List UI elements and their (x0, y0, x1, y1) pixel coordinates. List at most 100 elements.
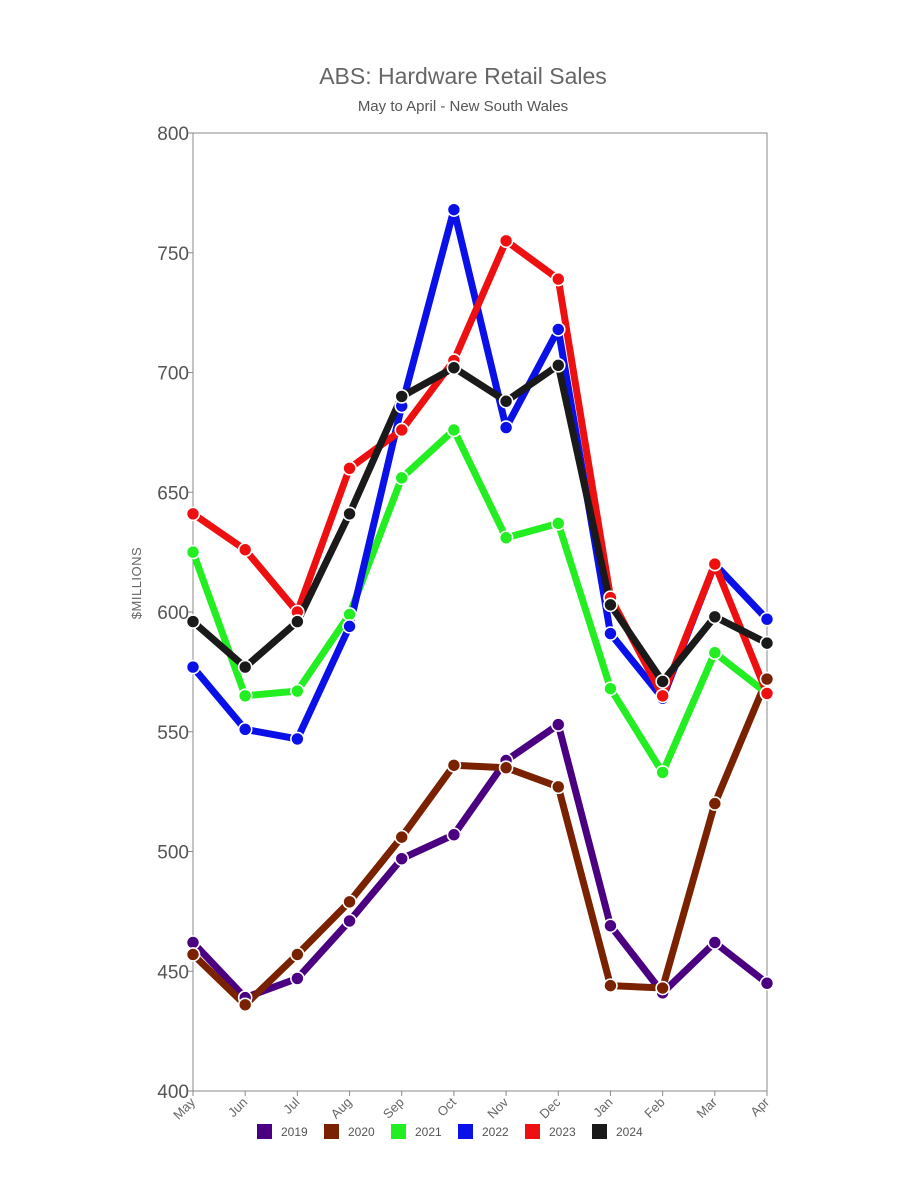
data-point-2024-Oct (446, 360, 462, 376)
y-axis-label: $MILLIONS (129, 547, 144, 619)
data-point-2023-Jun (237, 542, 253, 558)
data-point-2023-Feb (655, 688, 670, 704)
data-point-2022-Aug (342, 619, 357, 634)
legend-swatch-2019 (257, 1124, 272, 1139)
data-point-2023-May (185, 506, 201, 522)
data-point-2021-Sep (394, 470, 410, 486)
data-point-2019-Jan (603, 918, 618, 934)
data-point-2019-Apr (759, 975, 775, 991)
data-point-2021-Jun (237, 688, 253, 704)
chart-title: ABS: Hardware Retail Sales (319, 63, 607, 89)
data-point-2021-Oct (446, 422, 462, 438)
x-tick-label: Sep (380, 1095, 407, 1122)
data-point-2024-Mar (707, 609, 723, 625)
data-point-2019-Jul (290, 971, 305, 986)
data-point-2021-Nov (498, 530, 514, 546)
data-point-2020-Apr (759, 671, 775, 687)
x-tick-label: Mar (694, 1094, 721, 1121)
legend: 2019 2020 2021 2022 2023 2024 (257, 1124, 643, 1139)
legend-label-2021: 2021 (415, 1125, 442, 1139)
data-point-2023-Sep (394, 422, 410, 438)
data-point-2020-Jan (603, 978, 618, 993)
data-point-2023-Aug (342, 460, 357, 476)
y-tick-label: 500 (157, 843, 189, 864)
data-point-2024-Jul (290, 614, 305, 629)
series-line-2023 (189, 237, 771, 700)
data-point-2019-May (185, 935, 201, 950)
legend-swatch-2022 (458, 1124, 473, 1139)
legend-label-2020: 2020 (348, 1125, 375, 1139)
y-tick-label: 700 (157, 364, 189, 385)
legend-label-2024: 2024 (616, 1125, 643, 1139)
y-tick-label: 400 (157, 1082, 189, 1103)
data-point-2021-May (185, 544, 201, 560)
data-point-2023-Nov (498, 233, 514, 249)
x-tick-label: Jun (225, 1095, 250, 1120)
data-point-2022-Jun (237, 722, 253, 737)
x-tick-label: Oct (434, 1094, 459, 1119)
y-tick-label: 800 (157, 124, 189, 145)
data-point-2024-Aug (342, 506, 357, 522)
data-point-2024-Feb (655, 674, 670, 689)
series-line-2020 (189, 675, 771, 1009)
legend-label-2022: 2022 (482, 1125, 509, 1139)
chart-subtitle: May to April - New South Wales (358, 98, 568, 115)
x-tick-label: Dec (536, 1094, 563, 1121)
data-point-2022-Oct (446, 202, 462, 217)
series-line-2024 (189, 361, 771, 685)
series-line-2021 (189, 426, 771, 776)
legend-label-2019: 2019 (281, 1125, 308, 1139)
data-point-2022-May (185, 659, 201, 675)
data-point-2022-Dec (550, 322, 566, 337)
legend-swatch-2024 (592, 1124, 607, 1139)
data-point-2020-May (185, 947, 201, 962)
data-point-2024-Jan (603, 597, 618, 613)
legend-swatch-2023 (525, 1124, 540, 1139)
y-axis-ticks: 400 450 500 550 600 650 700 750 800 (157, 124, 193, 1103)
data-point-2023-Dec (550, 271, 566, 287)
y-tick-label: 600 (157, 603, 189, 624)
data-point-2019-Sep (394, 851, 410, 866)
x-tick-label: Aug (328, 1095, 355, 1122)
data-point-2020-Aug (342, 894, 357, 910)
data-point-2019-Mar (707, 935, 723, 950)
legend-label-2023: 2023 (549, 1125, 576, 1139)
legend-swatch-2021 (391, 1124, 406, 1139)
data-point-2022-Jan (603, 626, 618, 641)
data-point-2020-Sep (394, 829, 410, 845)
legend-swatch-2020 (324, 1124, 339, 1139)
data-point-2024-May (185, 614, 201, 629)
y-tick-label: 750 (157, 244, 189, 265)
series-line-2019 (189, 721, 771, 1002)
series-points (185, 202, 775, 1013)
data-point-2020-Feb (655, 980, 670, 996)
data-point-2024-Apr (759, 635, 775, 651)
x-tick-label: Feb (641, 1095, 667, 1121)
data-point-2020-Mar (707, 796, 723, 811)
x-tick-label: Jan (590, 1095, 615, 1120)
plot-area-frame (192, 132, 768, 1092)
data-point-2022-Apr (759, 611, 775, 627)
data-point-2019-Aug (342, 913, 357, 929)
y-tick-label: 650 (157, 483, 189, 504)
data-point-2020-Oct (446, 757, 462, 773)
x-tick-label: Nov (484, 1094, 511, 1121)
data-point-2023-Apr (759, 686, 775, 701)
data-point-2020-Jul (290, 947, 305, 962)
data-point-2020-Nov (498, 760, 514, 775)
data-point-2019-Oct (446, 827, 462, 843)
data-point-2021-Jul (290, 683, 305, 699)
x-tick-label: Jul (280, 1094, 302, 1116)
x-axis-ticks: May Jun Jul Aug Sep Oct Nov Dec Jan Feb Mar Apr (170, 1091, 773, 1122)
data-point-2020-Dec (550, 779, 566, 795)
x-tick-label: Apr (747, 1094, 772, 1119)
y-tick-label: 550 (157, 723, 189, 744)
data-point-2020-Jun (237, 997, 253, 1013)
data-point-2024-Dec (550, 358, 566, 373)
data-point-2021-Dec (550, 516, 566, 531)
series-lines (189, 206, 771, 1009)
data-point-2024-Jun (237, 659, 253, 675)
data-point-2024-Nov (498, 393, 514, 409)
data-point-2023-Mar (707, 556, 723, 572)
